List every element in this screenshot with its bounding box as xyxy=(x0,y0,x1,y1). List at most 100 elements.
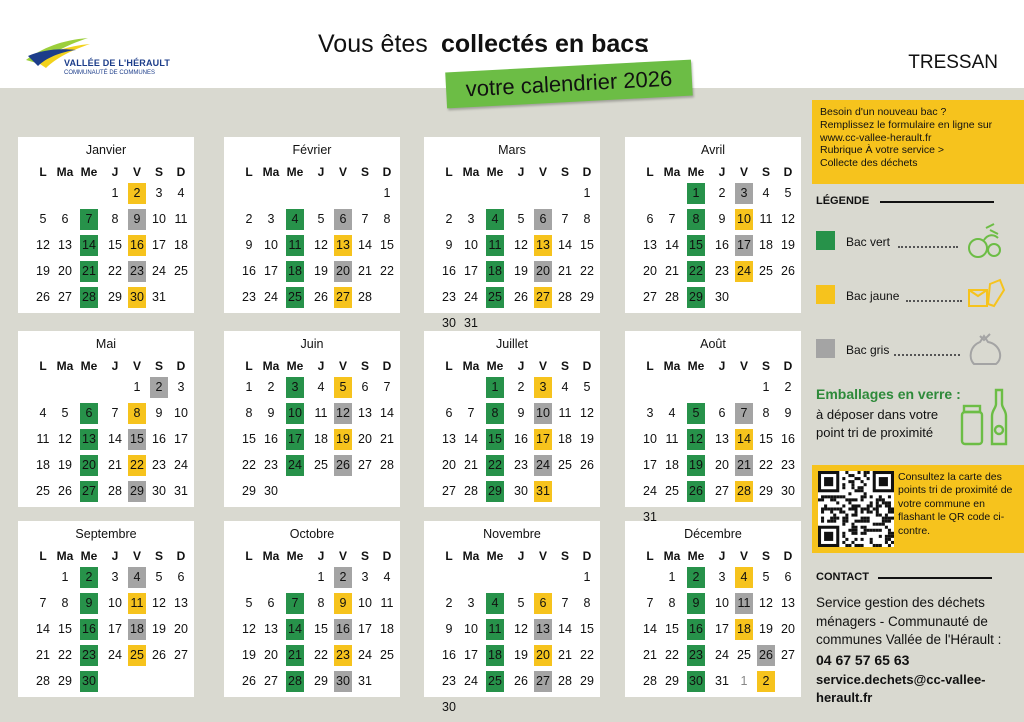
calendar-day: 29 xyxy=(580,290,594,304)
calendar-day: 13 xyxy=(781,596,795,610)
calendar-day: 14 xyxy=(464,432,478,446)
calendar-day: 19 xyxy=(242,648,256,662)
calendar-day: 4 xyxy=(486,593,504,614)
website-link[interactable]: www.cc-vallee-herault.fr xyxy=(820,131,932,144)
weekday-header: V xyxy=(338,549,347,563)
calendar-day: 19 xyxy=(687,455,705,476)
contact-email[interactable]: service.dechets@cc-vallee-herault.fr xyxy=(816,672,986,705)
calendar-day: 7 xyxy=(467,406,475,420)
calendar-day: 2 xyxy=(245,212,253,226)
calendar-day: 24 xyxy=(534,455,552,476)
calendar-day: 31 xyxy=(358,674,372,688)
calendar-day: 23 xyxy=(80,645,98,666)
calendar-day: 6 xyxy=(267,596,275,610)
calendar-day: 29 xyxy=(665,674,679,688)
calendar-day: 1 xyxy=(762,380,770,394)
calendar-day: 10 xyxy=(286,403,304,424)
calendar-day: 12 xyxy=(152,596,166,610)
calendar-day: 1 xyxy=(583,186,591,200)
calendar-day: 1 xyxy=(245,380,253,394)
weekday-header: L xyxy=(245,359,253,373)
weekday-header: Me xyxy=(486,165,504,179)
weekday-header: D xyxy=(783,359,793,373)
calendar-day: 9 xyxy=(517,406,525,420)
legend-swatch-green xyxy=(816,231,835,250)
calendar-day: 22 xyxy=(687,261,705,282)
month-name: Janvier xyxy=(85,143,127,157)
calendar-day: 2 xyxy=(445,596,453,610)
contact-phone[interactable]: 04 67 57 65 63 xyxy=(816,652,910,668)
calendar-day: 23 xyxy=(334,645,352,666)
weekday-header: S xyxy=(761,165,770,179)
calendar-day: 2 xyxy=(80,567,98,588)
calendar-day: 14 xyxy=(80,235,98,256)
weekday-header: J xyxy=(317,359,325,373)
calendar-day: 30 xyxy=(152,484,166,498)
calendar-day: 22 xyxy=(58,648,72,662)
logo-swoosh-icon xyxy=(26,38,90,68)
calendar-day: 4 xyxy=(128,567,146,588)
calendar-day: 16 xyxy=(128,235,146,256)
weekday-header: D xyxy=(783,165,793,179)
calendar-day: 13 xyxy=(80,429,98,450)
calendar-day: 9 xyxy=(445,238,453,252)
calendar-day: 9 xyxy=(267,406,275,420)
calendar-day: 29 xyxy=(58,674,72,688)
calendar-day: 20 xyxy=(534,645,552,666)
calendar-day: 26 xyxy=(58,484,72,498)
calendar-day: 17 xyxy=(358,622,372,636)
calendar-day: 4 xyxy=(735,567,753,588)
calendar-day: 15 xyxy=(687,235,705,256)
calendar-day: 2 xyxy=(445,212,453,226)
month-10: Octobre L Ma Me J V S D 1 2 3 4 5 6 7 8 9 10 11 12 13 14 15 16 1… xyxy=(224,521,400,697)
calendar-day: 3 xyxy=(467,596,475,610)
calendar-day: 18 xyxy=(735,619,753,640)
calendar-day: 31 xyxy=(643,510,657,524)
calendar-day: 24 xyxy=(264,290,278,304)
bin-info-line: Collecte des déchets xyxy=(820,157,918,170)
calendar-day: 8 xyxy=(583,596,591,610)
calendar-day: 8 xyxy=(687,209,705,230)
month-name: Août xyxy=(700,337,726,351)
calendar-day: 29 xyxy=(108,290,122,304)
month-name: Mars xyxy=(498,143,526,157)
calendar-day: 8 xyxy=(486,403,504,424)
calendar-day: 25 xyxy=(286,287,304,308)
calendar-day: 6 xyxy=(445,406,453,420)
calendar-day: 17 xyxy=(286,429,304,450)
calendar-day: 12 xyxy=(514,622,528,636)
calendar-day: 15 xyxy=(314,622,328,636)
calendar-day: 28 xyxy=(380,458,394,472)
calendar-day: 30 xyxy=(781,484,795,498)
calendar-day: 12 xyxy=(334,403,352,424)
calendar-day: 17 xyxy=(464,648,478,662)
month-5: Mai L Ma Me J V S D 1 2 3 4 5 6 7 8 9 10 11 12 13 14 15 16 17 18 1… xyxy=(18,331,194,507)
calendar-day: 10 xyxy=(735,209,753,230)
calendar-day: 22 xyxy=(759,458,773,472)
weekday-header: S xyxy=(360,359,369,373)
calendar-day: 25 xyxy=(558,458,572,472)
calendar-day: 1 xyxy=(668,570,676,584)
calendar-day: 13 xyxy=(174,596,188,610)
calendar-day: 24 xyxy=(735,261,753,282)
weekday-header: V xyxy=(538,549,547,563)
weekday-header: J xyxy=(317,549,325,563)
weekday-header: V xyxy=(739,359,748,373)
calendar-day: 18 xyxy=(286,261,304,282)
calendar-day: 17 xyxy=(264,264,278,278)
month-7: Juillet L Ma Me J V S D 1 2 3 4 5 6 7 8 9 10 11 12 13 14 15 16 1… xyxy=(424,331,600,507)
calendar-day: 27 xyxy=(358,458,372,472)
qr-code-icon[interactable] xyxy=(818,471,894,547)
weekday-header: Me xyxy=(286,359,304,373)
calendar-day: 22 xyxy=(580,264,594,278)
calendar-day: 27 xyxy=(174,648,188,662)
calendar-day: 17 xyxy=(464,264,478,278)
calendar-day: 12 xyxy=(514,238,528,252)
calendar-day: 5 xyxy=(155,570,163,584)
calendar-day: 14 xyxy=(665,238,679,252)
weekday-header: D xyxy=(176,165,186,179)
month-3: Mars L Ma Me J V S D 1 2 3 4 5 6 7 8 9 10 11 12 13 14 15 16 17 18… xyxy=(424,137,600,330)
trash-bag-icon xyxy=(969,333,1002,365)
weekday-header: J xyxy=(718,165,726,179)
month-name: Décembre xyxy=(684,527,742,541)
